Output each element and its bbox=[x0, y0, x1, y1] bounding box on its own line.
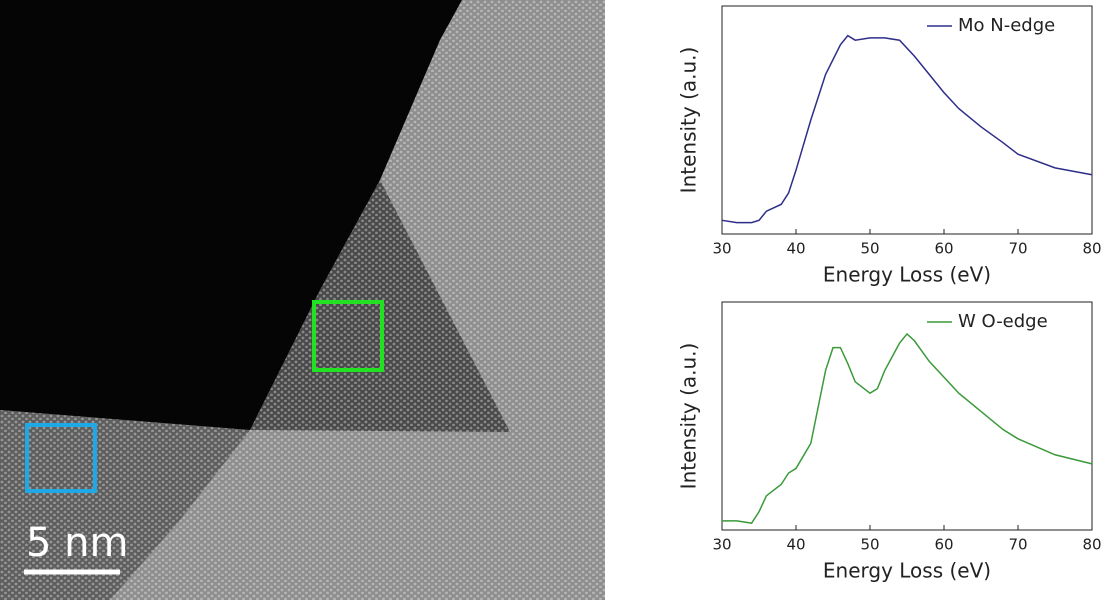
x-axis-label: Energy Loss (eV) bbox=[823, 559, 991, 583]
x-tick-label: 70 bbox=[1008, 536, 1027, 554]
x-tick-label: 40 bbox=[786, 536, 805, 554]
micrograph: 5 nm bbox=[0, 0, 605, 600]
x-tick-label: 30 bbox=[712, 240, 731, 258]
x-tick-label: 80 bbox=[1082, 536, 1101, 554]
y-axis-label: Intensity (a.u.) bbox=[677, 343, 701, 490]
data-line bbox=[722, 36, 1092, 223]
x-tick-label: 50 bbox=[860, 240, 879, 258]
figure: 5 nm 30 40 50 60 70 80 Energy Loss (eV) Intensi… bbox=[0, 0, 1109, 600]
page: 5 nm 30 40 50 60 70 80 Energy Loss (eV) Intensi… bbox=[0, 0, 1109, 604]
x-tick-label: 70 bbox=[1008, 240, 1027, 258]
x-tick-label: 30 bbox=[712, 536, 731, 554]
data-line bbox=[722, 334, 1092, 523]
x-axis-label: Energy Loss (eV) bbox=[823, 263, 991, 287]
x-tick-label: 60 bbox=[934, 240, 953, 258]
x-tick-label: 80 bbox=[1082, 240, 1101, 258]
plot-frame bbox=[722, 6, 1092, 234]
legend-label: Mo N-edge bbox=[958, 15, 1055, 36]
scale-bar-label: 5 nm bbox=[26, 520, 128, 566]
x-tick-label: 40 bbox=[786, 240, 805, 258]
y-axis-label: Intensity (a.u.) bbox=[677, 47, 701, 194]
legend-label: W O-edge bbox=[958, 311, 1048, 332]
plot-frame bbox=[722, 302, 1092, 530]
x-tick-label: 60 bbox=[934, 536, 953, 554]
x-tick-label: 50 bbox=[860, 536, 879, 554]
